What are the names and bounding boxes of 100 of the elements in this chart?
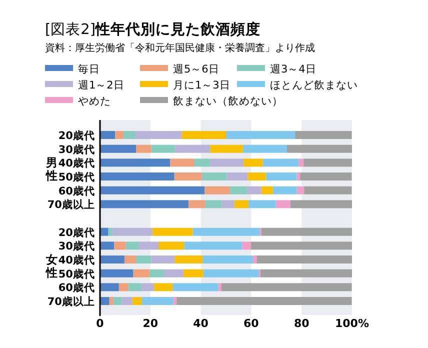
bar — [256, 256, 352, 264]
bar — [226, 131, 296, 139]
bar — [100, 269, 134, 278]
x-tick-label: 20 — [142, 317, 158, 330]
bar — [149, 269, 164, 278]
legend-label: 毎日 — [78, 64, 100, 76]
bar — [100, 131, 116, 139]
y-tick-label: 20歳代 — [58, 226, 95, 239]
bar — [113, 297, 122, 305]
text: 男性 — [45, 156, 58, 183]
bar — [298, 158, 304, 167]
chart-subtitle: 資料：厚生労働省「令和元年国民健康・栄養調査」より作成 — [45, 42, 315, 54]
bar — [183, 269, 204, 278]
bar — [100, 158, 170, 167]
chart-title: [図表2]性年代別に見た飲酒頻度 — [45, 20, 261, 38]
y-tick-label: 30歳代 — [58, 142, 95, 156]
bar — [100, 242, 114, 250]
bar — [276, 200, 290, 208]
bar — [242, 242, 251, 250]
bar — [142, 297, 174, 305]
bar — [182, 131, 226, 139]
bar — [304, 158, 352, 167]
bar — [296, 186, 304, 194]
bar — [246, 186, 262, 194]
bar — [122, 297, 132, 305]
bar — [304, 186, 352, 194]
bar — [204, 186, 230, 194]
bar — [234, 200, 248, 208]
bar — [100, 172, 174, 180]
y-tick-label: 20歳代 — [58, 129, 95, 142]
x-tick-label: 0 — [96, 317, 104, 330]
bar — [136, 144, 152, 153]
bar — [295, 131, 352, 139]
bar — [261, 228, 352, 236]
legend-label: やめた — [78, 96, 111, 108]
bar — [100, 256, 124, 264]
bar — [108, 228, 112, 236]
y-tick-label: 70歳以上 — [47, 198, 95, 212]
bar — [109, 297, 114, 305]
bar — [226, 172, 248, 180]
bar — [260, 269, 352, 278]
text: 女性 — [45, 252, 58, 280]
legend-label: 飲まない（飲めない） — [173, 96, 283, 108]
bar — [194, 158, 210, 167]
bar — [248, 200, 276, 208]
x-tick-label: 60 — [244, 317, 260, 330]
bar — [170, 158, 194, 167]
y-tick-label: 50歳代 — [58, 267, 95, 280]
bar — [242, 144, 287, 153]
bar — [173, 297, 177, 305]
bar — [210, 144, 243, 153]
bar — [175, 144, 210, 153]
bar — [133, 269, 150, 278]
bar — [230, 186, 247, 194]
bar — [252, 256, 257, 264]
bar — [172, 283, 218, 292]
bar — [222, 200, 234, 208]
bar — [151, 144, 176, 153]
bar — [221, 283, 352, 292]
bar — [128, 283, 142, 292]
bar — [118, 283, 128, 292]
bar — [174, 172, 202, 180]
bar — [100, 228, 108, 236]
legend-label: ほとんど飲まない — [270, 80, 358, 92]
bar — [174, 256, 203, 264]
x-tick-label: 40 — [193, 317, 209, 330]
y-tick-label: 50歳代 — [58, 170, 95, 184]
bar — [123, 131, 136, 139]
bar — [124, 256, 136, 264]
bar — [250, 242, 352, 250]
x-tick-label: 100% — [335, 317, 369, 330]
bar — [261, 186, 273, 194]
bar — [262, 158, 299, 167]
bar — [296, 172, 300, 180]
bar — [188, 200, 206, 208]
y-tick-label: 40歳代 — [58, 254, 95, 266]
bar — [210, 158, 244, 167]
bar — [243, 158, 263, 167]
y-tick-label: 60歳代 — [58, 184, 95, 198]
bar — [136, 256, 152, 264]
bar — [218, 283, 222, 292]
legend-label: 週3～4日 — [270, 64, 316, 76]
bar — [158, 242, 184, 250]
bar — [202, 256, 253, 264]
bar — [100, 144, 136, 153]
bar — [192, 228, 260, 236]
bar — [203, 269, 259, 278]
bar — [151, 256, 175, 264]
y-tick-label: 30歳代 — [58, 240, 95, 253]
bar — [248, 172, 266, 180]
bar — [100, 283, 119, 292]
bar — [286, 144, 352, 153]
bar — [272, 186, 297, 194]
bar — [300, 172, 352, 180]
bar — [164, 269, 184, 278]
bar — [142, 283, 154, 292]
bar — [152, 228, 193, 236]
bar — [112, 228, 152, 236]
bar — [126, 242, 140, 250]
bar — [115, 131, 124, 139]
